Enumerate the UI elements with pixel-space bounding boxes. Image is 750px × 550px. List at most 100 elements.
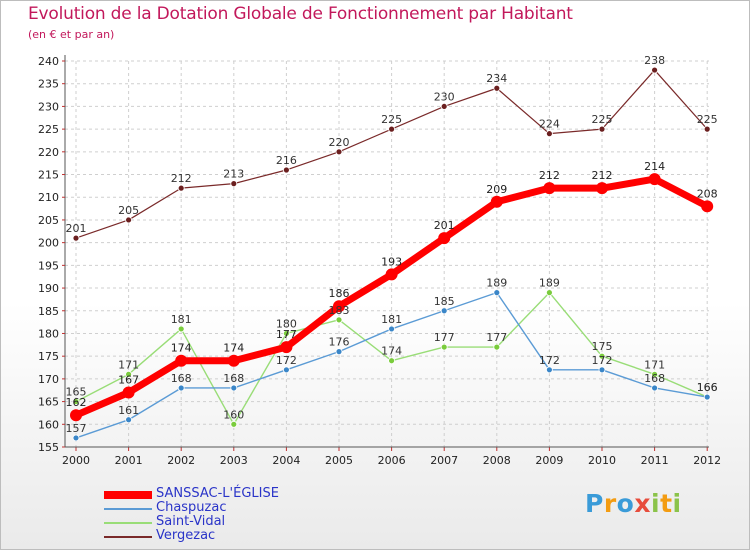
data-point [70, 409, 82, 422]
data-label: 177 [486, 331, 507, 344]
data-point [703, 393, 711, 401]
data-label: 212 [592, 169, 613, 182]
data-point [177, 384, 185, 392]
data-label: 166 [697, 381, 718, 394]
y-tick-label: 215 [38, 169, 59, 182]
data-point [440, 103, 448, 110]
data-label: 189 [486, 277, 507, 290]
data-label: 161 [118, 404, 139, 417]
legend-swatch [104, 491, 152, 499]
logo-letter: x [634, 489, 651, 518]
data-label: 214 [644, 160, 665, 173]
data-point [227, 354, 240, 367]
data-point [72, 234, 80, 242]
data-point [230, 180, 238, 188]
data-point [122, 386, 135, 399]
x-tick-label: 2001 [115, 454, 143, 467]
data-point [493, 84, 501, 92]
data-point [280, 341, 293, 354]
data-point [490, 195, 503, 208]
data-label: 212 [171, 172, 192, 185]
data-label: 224 [539, 118, 560, 131]
data-label: 168 [223, 372, 244, 385]
legend-label: Chaspuzac [156, 500, 227, 515]
data-point [543, 182, 556, 195]
data-point [125, 370, 132, 378]
y-tick-label: 160 [38, 418, 59, 431]
x-tick-label: 2000 [62, 454, 90, 467]
data-point [230, 420, 238, 428]
data-point [388, 125, 396, 133]
data-point [546, 130, 553, 138]
data-point [335, 348, 343, 356]
data-point [598, 352, 606, 360]
data-point [438, 232, 451, 245]
data-point [125, 216, 132, 224]
x-tick-label: 2003 [220, 454, 248, 467]
x-tick-label: 2009 [535, 454, 563, 467]
data-label: 177 [434, 331, 455, 344]
logo-letter: i [651, 489, 661, 518]
data-point [648, 173, 661, 186]
x-tick-label: 2002 [167, 454, 195, 467]
data-label: 181 [381, 313, 402, 326]
data-label: 168 [644, 372, 665, 385]
x-tick-label: 2010 [588, 454, 616, 467]
data-point [282, 166, 290, 174]
data-point [651, 66, 658, 74]
data-label: 189 [539, 277, 560, 290]
data-point [177, 184, 185, 192]
legend-swatch [104, 508, 152, 510]
data-point [333, 300, 345, 313]
data-label: 234 [486, 72, 507, 85]
data-point [72, 434, 80, 442]
data-point [282, 330, 290, 337]
data-label: 183 [329, 304, 350, 317]
data-point [493, 343, 501, 351]
proxiti-logo: Proxiti [585, 489, 682, 518]
x-tick-label: 2006 [378, 454, 406, 467]
data-label: 213 [223, 168, 244, 181]
data-point [598, 125, 606, 133]
chart-subtitle: (en € et par an) [28, 28, 115, 41]
data-point [388, 325, 396, 333]
y-tick-label: 170 [38, 373, 59, 386]
data-label: 185 [434, 295, 455, 308]
data-label: 201 [434, 219, 455, 232]
logo-letter: P [585, 489, 604, 518]
x-tick-label: 2008 [483, 454, 511, 467]
y-tick-label: 185 [38, 305, 59, 318]
data-point [493, 289, 501, 297]
y-tick-label: 175 [38, 350, 59, 363]
data-label: 174 [381, 345, 402, 358]
data-label: 181 [171, 313, 192, 326]
data-label: 171 [644, 358, 665, 371]
data-point [335, 316, 343, 324]
data-label: 238 [644, 54, 665, 67]
data-label: 209 [486, 183, 507, 196]
x-tick-label: 2007 [430, 454, 458, 467]
data-point [175, 354, 188, 367]
legend-swatch [104, 522, 152, 524]
data-point [440, 307, 448, 315]
y-tick-label: 155 [38, 441, 59, 454]
y-tick-label: 240 [38, 55, 59, 68]
data-label: 220 [329, 136, 350, 149]
y-tick-label: 220 [38, 146, 59, 159]
data-label: 205 [118, 204, 139, 217]
y-tick-label: 230 [38, 100, 59, 113]
data-label: 216 [276, 154, 297, 167]
data-point [546, 366, 553, 374]
data-point [388, 357, 396, 365]
data-point [125, 416, 132, 424]
data-label: 171 [118, 358, 139, 371]
data-point [385, 268, 398, 281]
logo-letter: r [603, 489, 617, 518]
chart-title: Evolution de la Dotation Globale de Fonc… [28, 4, 573, 24]
y-tick-label: 210 [38, 191, 59, 204]
data-label: 176 [329, 336, 350, 349]
data-point [440, 343, 448, 351]
x-tick-label: 2004 [272, 454, 300, 467]
y-tick-label: 190 [38, 282, 59, 295]
